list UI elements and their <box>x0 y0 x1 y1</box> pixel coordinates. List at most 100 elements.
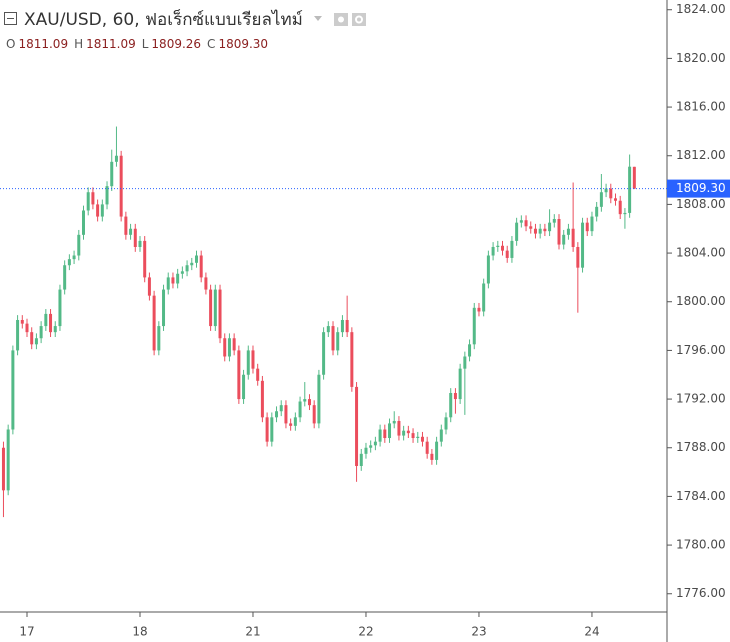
candle-body <box>119 155 123 217</box>
x-tick-label: 21 <box>245 625 260 639</box>
candle-body <box>124 216 128 235</box>
candle-body <box>552 219 556 223</box>
y-tick-label: 1792.00 <box>676 392 726 406</box>
candle-body <box>543 228 547 232</box>
candle-body <box>581 222 585 268</box>
candle-body <box>468 344 472 357</box>
x-tick-label: 24 <box>584 625 599 639</box>
last-price-box <box>667 179 730 198</box>
header: XAU/USD, 60, ฟอเร็กซ์แบบเรียลไทม์ <box>4 6 372 33</box>
x-tick-label: 23 <box>471 625 486 639</box>
candle-body <box>533 228 537 234</box>
candle-body <box>284 405 288 424</box>
candle-body <box>166 277 170 290</box>
y-tick-label: 1820.00 <box>676 51 726 65</box>
candle-body <box>501 245 505 251</box>
y-tick-label: 1780.00 <box>676 538 726 552</box>
ohlc-legend: O 1811.09 H 1811.09 L 1809.26 C 1809.30 <box>6 37 268 51</box>
candle-body <box>49 313 53 333</box>
candle-body <box>199 255 203 278</box>
x-tick-label: 22 <box>358 625 373 639</box>
candle-body <box>190 262 194 266</box>
legend-key: H <box>74 37 84 51</box>
y-tick-label: 1812.00 <box>676 148 726 162</box>
candle-body <box>96 204 100 217</box>
x-tick-label: 18 <box>132 625 147 639</box>
candle-body <box>340 319 344 333</box>
candle-body <box>486 255 490 284</box>
candle-body <box>293 417 297 426</box>
candle-body <box>373 441 377 446</box>
y-tick-label: 1824.00 <box>676 2 726 16</box>
chart-title: XAU/USD, 60, ฟอเร็กซ์แบบเรียลไทม์ <box>24 10 303 30</box>
candle-body <box>303 399 307 402</box>
candle-body <box>147 277 151 296</box>
candle-body <box>336 332 340 351</box>
header-icons[interactable] <box>312 11 372 27</box>
candle-body <box>11 350 15 430</box>
candle-body <box>20 319 24 324</box>
legend-key: L <box>141 37 149 51</box>
candle-body <box>383 429 387 439</box>
candle-body <box>369 445 373 448</box>
candle-body <box>595 206 599 217</box>
candle-body <box>246 350 250 375</box>
candle-body <box>105 186 109 205</box>
candle-body <box>114 155 118 162</box>
candle-body <box>599 192 603 207</box>
candle-body <box>538 228 542 234</box>
candle-body <box>590 216 594 232</box>
candle-body <box>524 220 528 227</box>
candle-body <box>138 240 142 247</box>
candle-body <box>25 323 29 333</box>
legend-value: 1811.09 <box>86 37 136 51</box>
candle-body <box>378 429 382 442</box>
candle-body <box>364 447 368 454</box>
candle-body <box>472 307 476 345</box>
candle-body <box>548 222 552 232</box>
candle-body <box>392 420 396 424</box>
y-tick-label: 1804.00 <box>676 246 726 260</box>
candle-body <box>496 245 500 247</box>
candle-body <box>585 222 589 232</box>
candle-body <box>402 430 406 436</box>
candle-body <box>260 380 264 418</box>
candle-body <box>44 313 48 327</box>
candle-body <box>213 289 217 327</box>
candle-body <box>307 399 311 406</box>
candle-body <box>204 277 208 290</box>
candle-body <box>406 430 410 434</box>
y-tick-label: 1816.00 <box>676 100 726 114</box>
legend-value: 1809.26 <box>151 37 202 51</box>
candle-body <box>609 188 613 199</box>
candle-body <box>463 356 467 369</box>
candle-body <box>63 265 67 290</box>
candle-body <box>345 319 349 333</box>
candle-body <box>397 420 401 436</box>
candle-body <box>194 255 198 263</box>
candle-body <box>53 326 57 333</box>
candle-body <box>317 374 321 424</box>
candle-body <box>557 219 561 245</box>
candle-body <box>72 255 76 260</box>
collapse-icon[interactable] <box>4 12 18 26</box>
candle-body <box>67 259 71 266</box>
legend-value: 1809.30 <box>218 37 269 51</box>
y-tick-label: 1796.00 <box>676 343 726 357</box>
candle-body <box>39 326 43 339</box>
candle-body <box>623 212 627 215</box>
candle-body <box>279 405 283 412</box>
candle-body <box>618 200 622 215</box>
candle-body <box>6 429 10 491</box>
candle-body <box>162 289 166 327</box>
candle-body <box>458 368 462 400</box>
last-price-label: 1809.30 <box>676 181 726 195</box>
y-tick-label: 1776.00 <box>676 586 726 600</box>
candle-body <box>453 392 457 400</box>
y-tick-label: 1784.00 <box>676 489 726 503</box>
candle-body <box>576 246 580 268</box>
candle-body <box>270 417 274 442</box>
candle-body <box>529 226 533 229</box>
